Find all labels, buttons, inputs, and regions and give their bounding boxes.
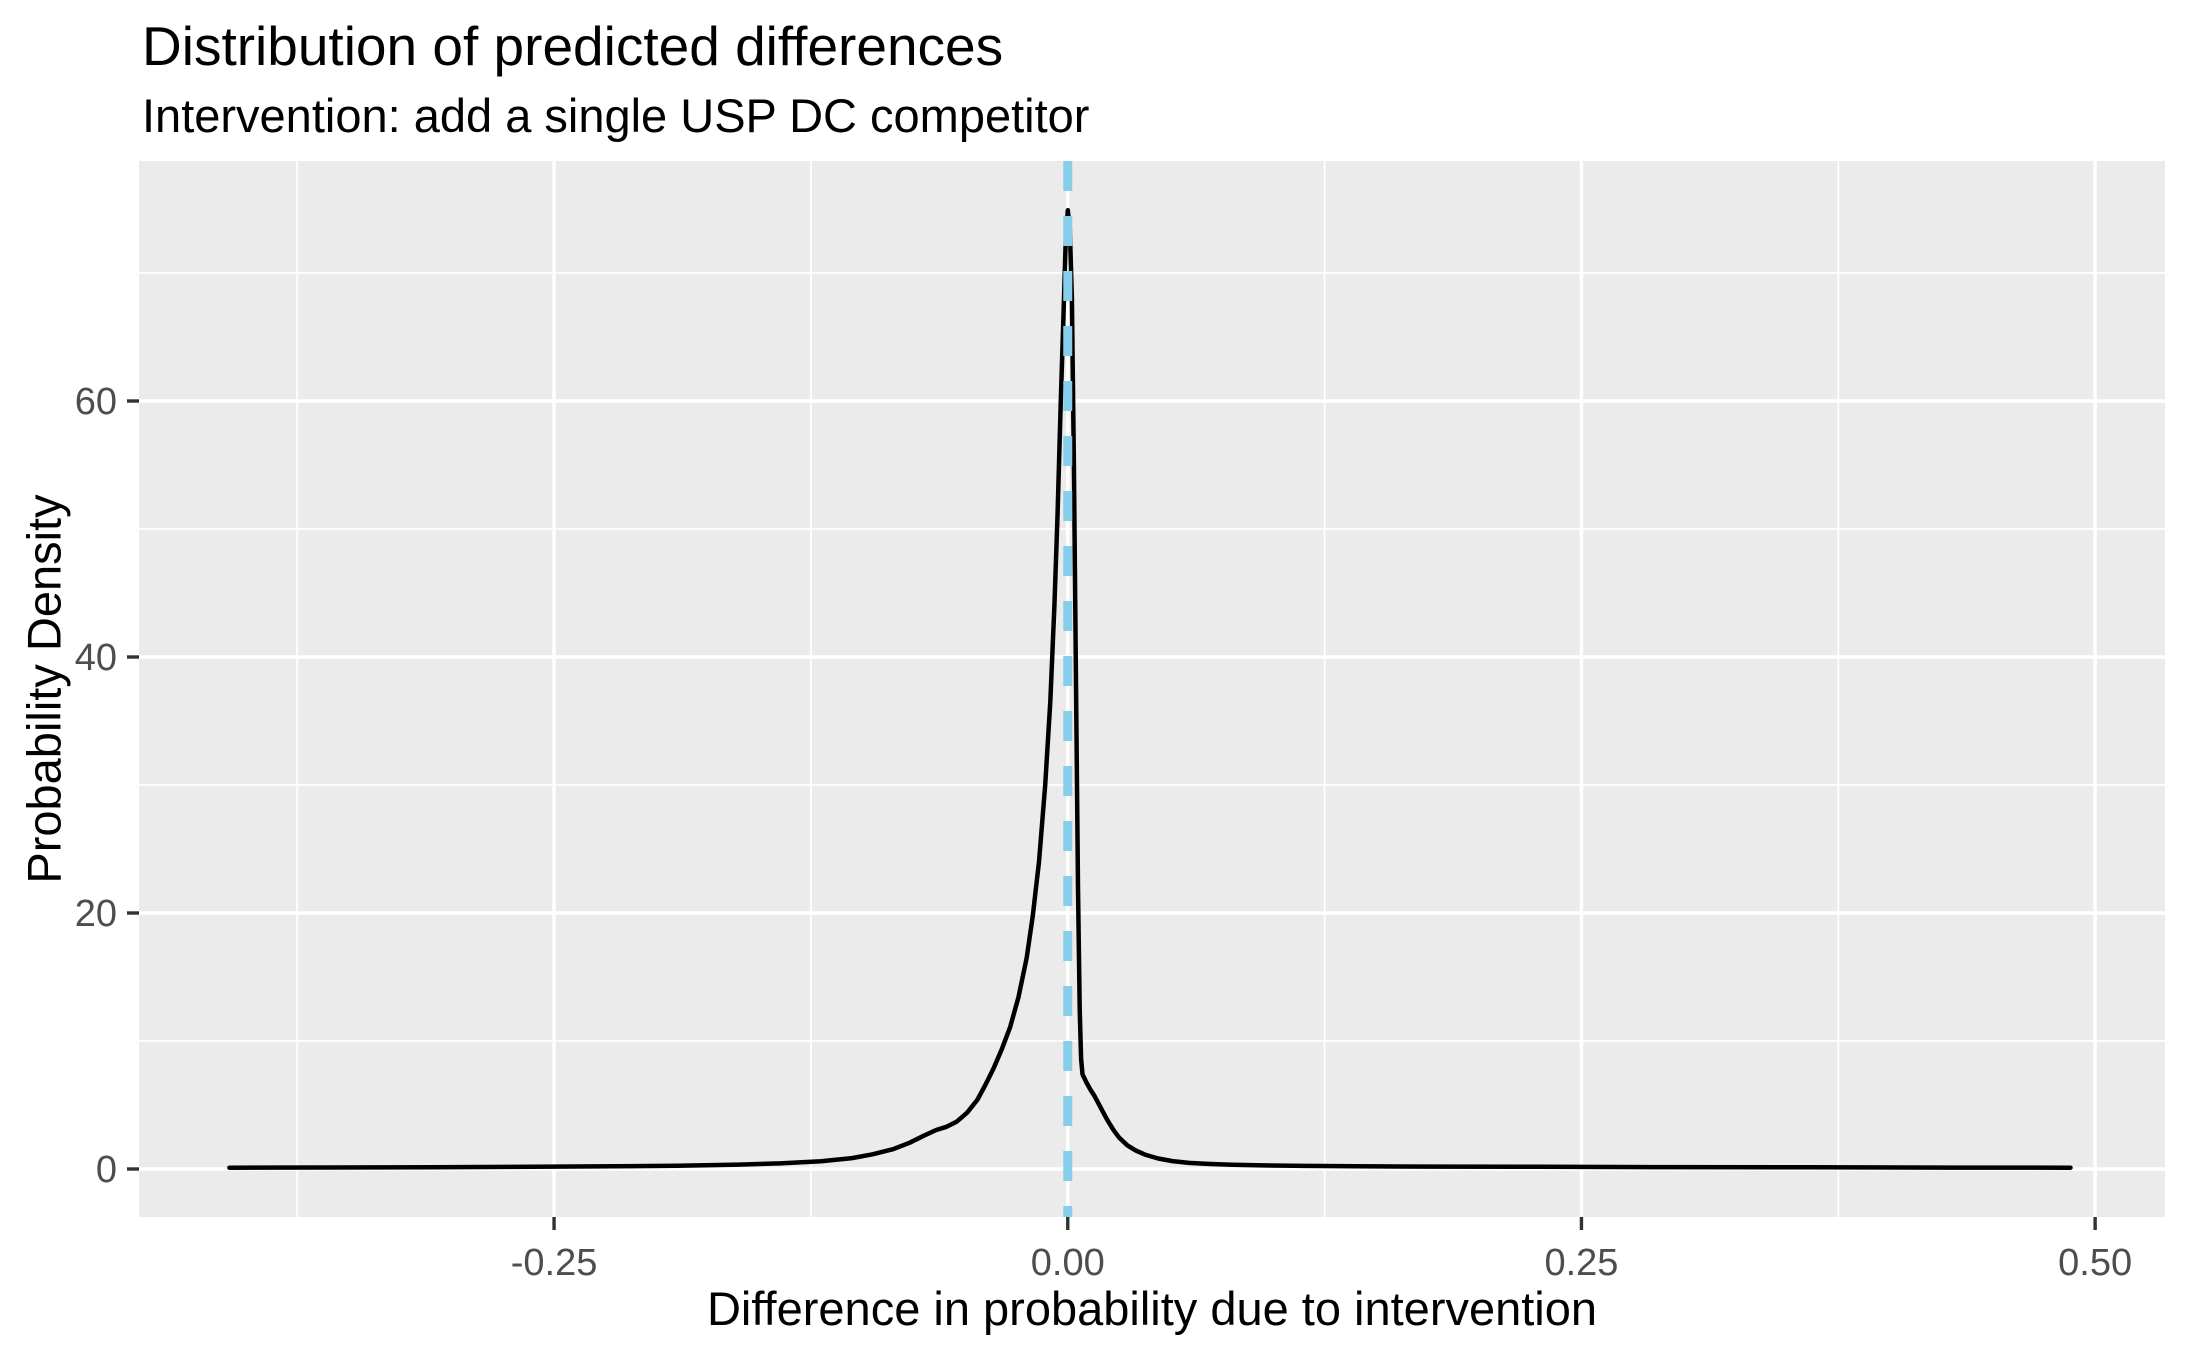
y-axis-title: Probability Density — [17, 494, 71, 884]
plot-title: Distribution of predicted differences — [142, 15, 1004, 77]
y-tick-label: 60 — [75, 381, 117, 423]
plot-subtitle: Intervention: add a single USP DC compet… — [142, 89, 1090, 142]
x-axis-title: Difference in probability due to interve… — [706, 1282, 1598, 1335]
x-tick-label: 0.50 — [2058, 1242, 2132, 1284]
x-tick-label: -0.25 — [511, 1242, 598, 1284]
x-tick-label: 0.25 — [1544, 1242, 1618, 1284]
y-tick-label: 40 — [75, 637, 117, 679]
x-tick-label: 0.00 — [1031, 1242, 1105, 1284]
panel-background — [139, 161, 2165, 1217]
y-tick-label: 20 — [75, 893, 117, 935]
y-tick-label: 0 — [96, 1149, 117, 1191]
